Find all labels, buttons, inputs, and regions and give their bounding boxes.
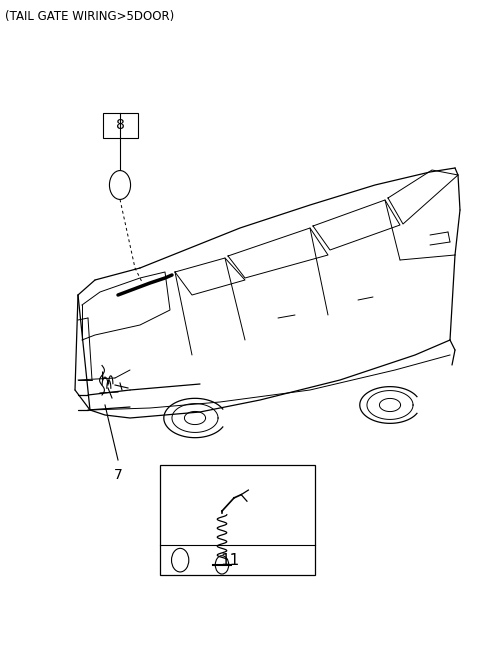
Text: 11: 11 xyxy=(220,552,240,567)
Text: 8: 8 xyxy=(116,118,124,133)
Circle shape xyxy=(109,171,131,199)
Text: b: b xyxy=(177,555,183,565)
Circle shape xyxy=(215,556,229,574)
Bar xyxy=(103,113,137,138)
Text: 7: 7 xyxy=(114,468,122,482)
Circle shape xyxy=(171,548,189,572)
Text: b: b xyxy=(117,180,123,190)
Bar xyxy=(160,465,315,575)
Text: (TAIL GATE WIRING>5DOOR): (TAIL GATE WIRING>5DOOR) xyxy=(5,10,174,23)
